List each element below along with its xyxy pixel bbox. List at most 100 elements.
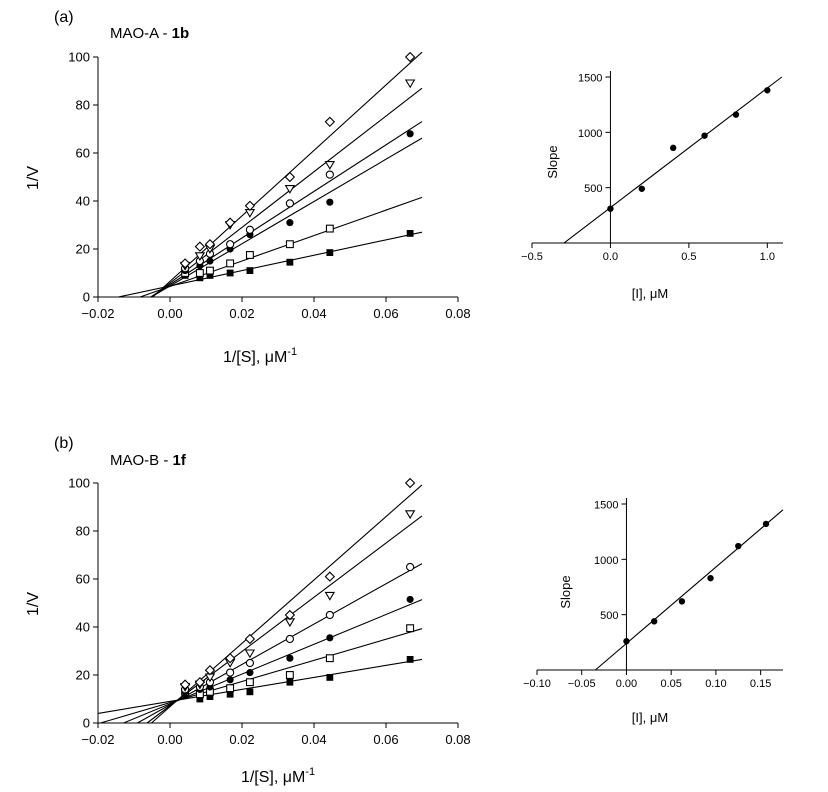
b-main-point: [285, 634, 294, 644]
b-inset-point: [735, 542, 742, 550]
panel-b-title-compound: 1f: [173, 452, 187, 469]
a-main-xtick-label: 0.06: [373, 306, 398, 321]
b-inset-xtick-label: 0.05: [660, 678, 681, 690]
a-main-xtick-label: 0.04: [301, 306, 326, 321]
b-main-point: [406, 656, 414, 663]
b-main-point: [194, 677, 206, 688]
b-main-point: [324, 571, 336, 582]
chart-a-inset-axes: −0.5 0.0 0.5 1.0 500 1000 1500: [521, 71, 783, 263]
b-main-xtick-label: 0.04: [301, 732, 326, 747]
a-main-point: [194, 241, 206, 252]
a-main-point: [406, 130, 414, 138]
b-inset-xtick-label: 0.10: [705, 678, 726, 690]
b-main-point: [404, 510, 416, 520]
a-main-point: [325, 170, 334, 179]
b-main-point: [244, 633, 256, 645]
panel-a-title-prefix: MAO-A -: [110, 25, 172, 42]
b-main-point: [404, 477, 416, 489]
b-main-xtick-label: 0.00: [157, 732, 182, 747]
a-main-ytick-label: 20: [76, 242, 90, 257]
a-inset-xtick-label: 0.0: [603, 251, 618, 263]
a-main-point: [285, 199, 294, 208]
panel-a-title: MAO-A - 1b: [110, 25, 189, 42]
a-main-xtick-label: 0.00: [157, 306, 182, 321]
a-inset-point: [701, 132, 708, 139]
a-main-point: [196, 274, 204, 282]
b-main-point: [326, 674, 334, 681]
b-inset-point: [678, 598, 686, 605]
a-inset-xtick-label: 1.0: [760, 251, 775, 263]
b-inset-fit-line: [594, 509, 784, 671]
b-inset-ytick-label: 1000: [594, 555, 618, 567]
a-main-point: [284, 171, 296, 183]
a-main-point: [404, 51, 416, 63]
a-main-point: [179, 258, 191, 269]
a-main-point: [325, 224, 334, 233]
chart-b-inset-axes: −0.10 −0.05 0.00 0.05 0.10 0.15 500 1000 1500: [523, 498, 783, 690]
b-main-xtick-label: 0.02: [229, 732, 254, 747]
a-main-point: [194, 252, 206, 262]
a-main-point: [245, 251, 254, 259]
panel-b-title-prefix: MAO-B -: [110, 452, 173, 469]
chart-a-main: −0.02 0.00 0.02 0.04 0.06 0.08 0 20 40 60 80 100 1/…: [25, 50, 471, 367]
b-main-point: [406, 595, 414, 603]
b-inset-xtick-label: −0.10: [523, 678, 551, 690]
b-inset-point: [762, 520, 770, 528]
a-inset-point: [669, 144, 677, 152]
a-inset-ytick-label: 500: [584, 183, 602, 195]
chart-b-inset-fit: [594, 509, 784, 671]
b-main-point: [245, 678, 254, 687]
a-main-ytick-label: 100: [68, 50, 90, 65]
a-main-point: [324, 116, 336, 127]
b-main-point: [325, 610, 334, 620]
b-main-point: [206, 693, 214, 700]
a-main-point: [195, 269, 204, 277]
a-main-point: [245, 225, 255, 234]
panel-b-title: MAO-B - 1f: [110, 452, 187, 469]
b-main-point: [179, 679, 191, 690]
a-main-point: [206, 257, 214, 265]
chart-b-inset-ylabel: Slope: [558, 575, 573, 608]
b-main-fit-line: [100, 628, 423, 724]
b-main-ytick-label: 60: [76, 572, 90, 587]
b-inset-ytick-label: 500: [600, 610, 618, 622]
b-main-fit-line: [146, 515, 423, 724]
b-main-point: [226, 676, 234, 684]
b-inset-point: [623, 638, 630, 645]
b-main-point: [325, 654, 334, 663]
chart-a-main-xlabel: 1/[S], μM-1: [223, 346, 297, 366]
a-main-point: [324, 161, 336, 170]
b-main-point: [245, 658, 255, 668]
a-main-point: [404, 79, 416, 89]
b-main-point: [246, 669, 254, 677]
b-inset-xtick-label: −0.05: [568, 678, 596, 690]
b-inset-xtick-label: 0.00: [616, 678, 637, 690]
a-main-fit-line: [139, 196, 423, 298]
chart-a-inset-points: [607, 87, 771, 212]
chart-a-inset: −0.5 0.0 0.5 1.0 500 1000 1500 [I], μM Slope: [521, 71, 783, 301]
b-inset-xtick-label: 0.15: [750, 678, 771, 690]
b-main-point: [224, 653, 236, 664]
a-main-point: [406, 230, 414, 237]
b-main-ytick-label: 40: [76, 620, 90, 635]
chart-a-main-points: [179, 51, 416, 282]
a-inset-point: [764, 87, 771, 94]
b-main-fit-line: [151, 484, 423, 724]
chart-a-main-fits: [118, 51, 423, 298]
panel-b-letter: (b): [54, 435, 74, 452]
a-main-point: [226, 269, 234, 277]
a-main-point: [285, 240, 294, 249]
a-main-point: [326, 249, 334, 256]
a-inset-ytick-label: 1500: [578, 73, 602, 85]
a-main-point: [204, 239, 216, 250]
chart-a-main-axes: −0.02 0.00 0.02 0.04 0.06 0.08 0 20 40 60 80 100: [68, 50, 470, 322]
a-inset-fit-line: [563, 76, 783, 244]
b-main-ytick-label: 20: [76, 668, 90, 683]
a-main-point: [286, 219, 294, 227]
b-inset-ytick-label: 1500: [594, 500, 618, 512]
b-main-point: [246, 688, 254, 696]
chart-b-main: −0.02 0.00 0.02 0.04 0.06 0.08 0 20 40 60 80 100 1/…: [25, 476, 471, 787]
a-main-xtick-label: 0.08: [445, 306, 470, 321]
a-main-fit-line: [151, 87, 423, 298]
